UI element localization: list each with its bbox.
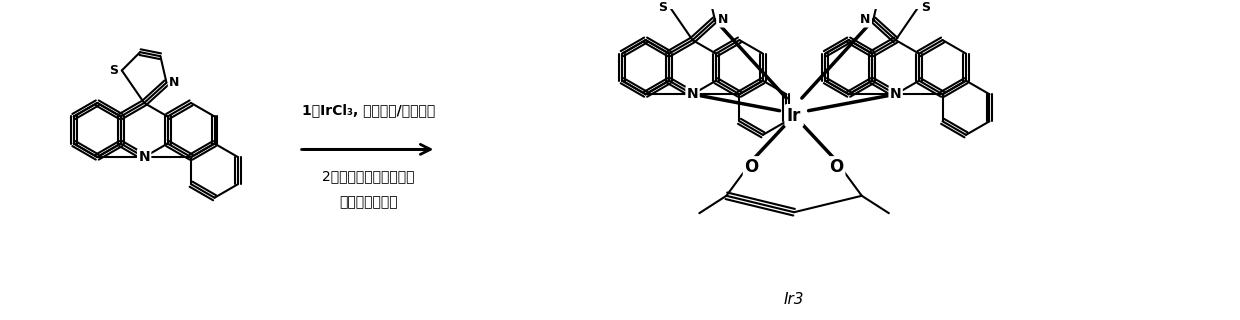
Text: N: N [139,150,150,164]
Text: O: O [744,158,759,176]
Text: N: N [169,76,180,89]
Text: S: S [658,1,667,14]
Text: S: S [109,64,119,77]
Text: 二氯甲烷，常温: 二氯甲烷，常温 [340,196,398,210]
Text: Ir3: Ir3 [784,292,805,307]
Text: N: N [718,13,728,26]
Text: N: N [890,87,901,101]
Text: 1：IrCl₃, 四氢呋喃/水，加热: 1：IrCl₃, 四氢呋喃/水，加热 [301,104,435,118]
Text: N: N [687,87,698,101]
Text: Ir: Ir [787,107,801,124]
Text: O: O [830,158,843,176]
Text: S: S [921,1,930,14]
Text: 2：乙酰丙酮，叔丁醇钾: 2：乙酰丙酮，叔丁醇钾 [322,169,415,183]
Text: N: N [861,13,870,26]
